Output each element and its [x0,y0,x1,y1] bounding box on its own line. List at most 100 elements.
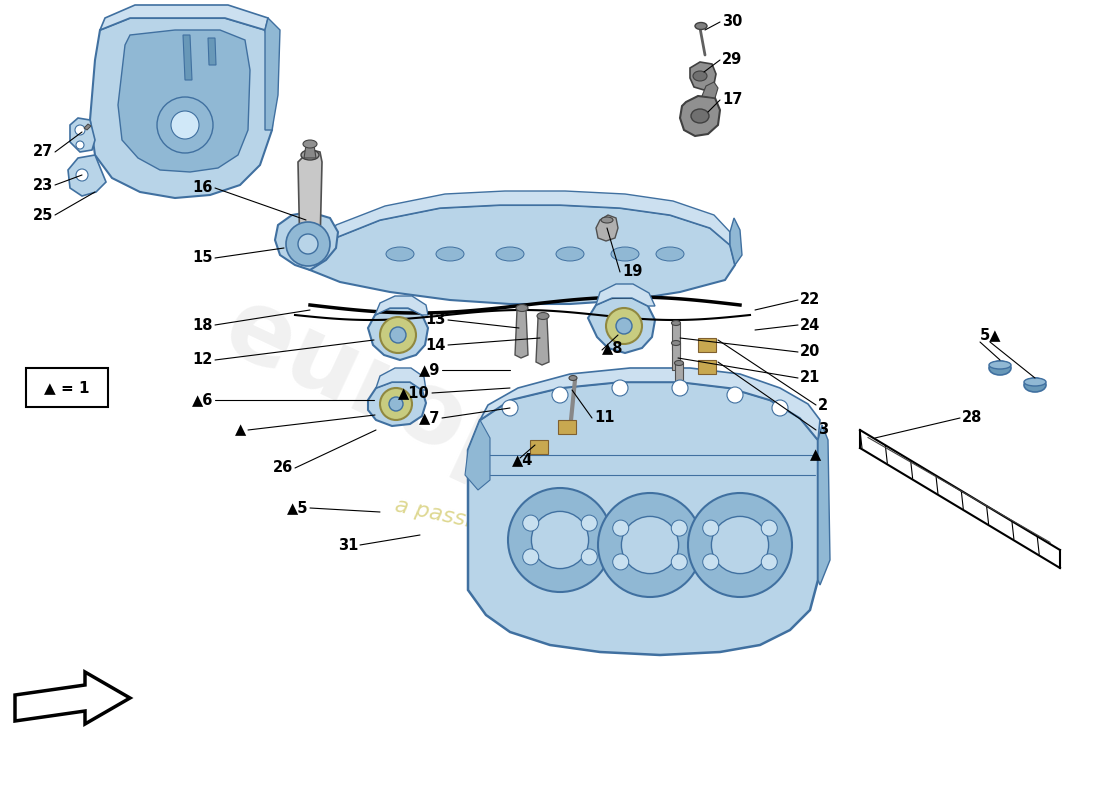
Circle shape [598,493,702,597]
Circle shape [379,317,416,353]
Ellipse shape [386,247,414,261]
Polygon shape [265,18,280,130]
Text: 22: 22 [800,293,821,307]
Polygon shape [465,420,490,490]
Circle shape [616,318,632,334]
Circle shape [727,387,742,403]
Circle shape [531,511,588,569]
Text: 17: 17 [722,93,742,107]
Circle shape [522,549,539,565]
Circle shape [671,520,688,536]
Text: 30: 30 [722,14,742,30]
Polygon shape [118,30,250,172]
Polygon shape [702,82,718,98]
Ellipse shape [671,341,681,346]
Text: 3: 3 [818,422,828,438]
Ellipse shape [693,71,707,81]
Text: 19: 19 [621,265,642,279]
Polygon shape [330,191,730,245]
Text: ▲: ▲ [810,447,822,462]
Circle shape [76,169,88,181]
Text: ▲: ▲ [234,422,246,438]
Text: 14: 14 [426,338,446,353]
Polygon shape [275,212,338,270]
Text: 23: 23 [33,178,53,193]
Polygon shape [208,38,216,65]
Circle shape [703,520,718,536]
Polygon shape [480,368,820,440]
Text: ▲10: ▲10 [398,386,430,401]
Polygon shape [100,5,268,30]
Polygon shape [530,440,548,454]
Ellipse shape [989,361,1011,375]
Ellipse shape [601,217,613,223]
Text: 12: 12 [192,353,213,367]
Text: a passion for parts since 1985: a passion for parts since 1985 [394,495,727,585]
Polygon shape [468,382,818,655]
Ellipse shape [674,361,683,366]
Text: 26: 26 [273,461,293,475]
Circle shape [298,234,318,254]
Circle shape [286,222,330,266]
Text: 11: 11 [594,410,615,426]
Text: ▲9: ▲9 [419,362,440,378]
Polygon shape [84,124,91,130]
Circle shape [621,517,679,574]
Ellipse shape [302,140,317,148]
Circle shape [76,141,84,149]
Circle shape [613,520,629,536]
Ellipse shape [569,375,578,381]
Ellipse shape [989,361,1011,369]
Text: ▲5: ▲5 [286,501,308,515]
Ellipse shape [436,247,464,261]
Circle shape [522,515,539,531]
Ellipse shape [537,313,549,319]
Text: 13: 13 [426,313,446,327]
Polygon shape [730,218,743,265]
Text: 31: 31 [338,538,358,553]
Polygon shape [596,284,654,306]
Polygon shape [818,425,830,585]
Circle shape [712,517,769,574]
Circle shape [612,380,628,396]
Ellipse shape [556,247,584,261]
Circle shape [581,549,597,565]
Polygon shape [375,296,428,315]
Text: ▲6: ▲6 [191,393,213,407]
Circle shape [157,97,213,153]
Circle shape [613,554,629,570]
Polygon shape [376,368,426,390]
Text: 27: 27 [33,145,53,159]
Circle shape [606,308,642,344]
Text: 25: 25 [33,207,53,222]
Ellipse shape [1024,378,1046,386]
Text: 24: 24 [800,318,821,333]
Circle shape [761,520,778,536]
Text: 2: 2 [818,398,828,413]
Polygon shape [298,150,322,265]
Polygon shape [588,298,654,353]
Circle shape [379,388,412,420]
Circle shape [508,488,612,592]
Polygon shape [68,155,106,196]
Circle shape [772,400,788,416]
Text: 20: 20 [800,345,821,359]
Polygon shape [698,360,716,374]
Circle shape [671,554,688,570]
Text: 18: 18 [192,318,213,333]
Circle shape [390,327,406,343]
Polygon shape [672,323,680,350]
Ellipse shape [656,247,684,261]
Text: 15: 15 [192,250,213,266]
Polygon shape [596,215,618,241]
Polygon shape [304,145,316,158]
Text: europarts: europarts [209,279,751,601]
Polygon shape [368,382,426,426]
Polygon shape [90,18,275,198]
Polygon shape [515,310,528,358]
Ellipse shape [301,150,319,160]
Polygon shape [558,420,576,434]
Polygon shape [15,672,130,724]
Ellipse shape [695,22,707,30]
Circle shape [502,400,518,416]
